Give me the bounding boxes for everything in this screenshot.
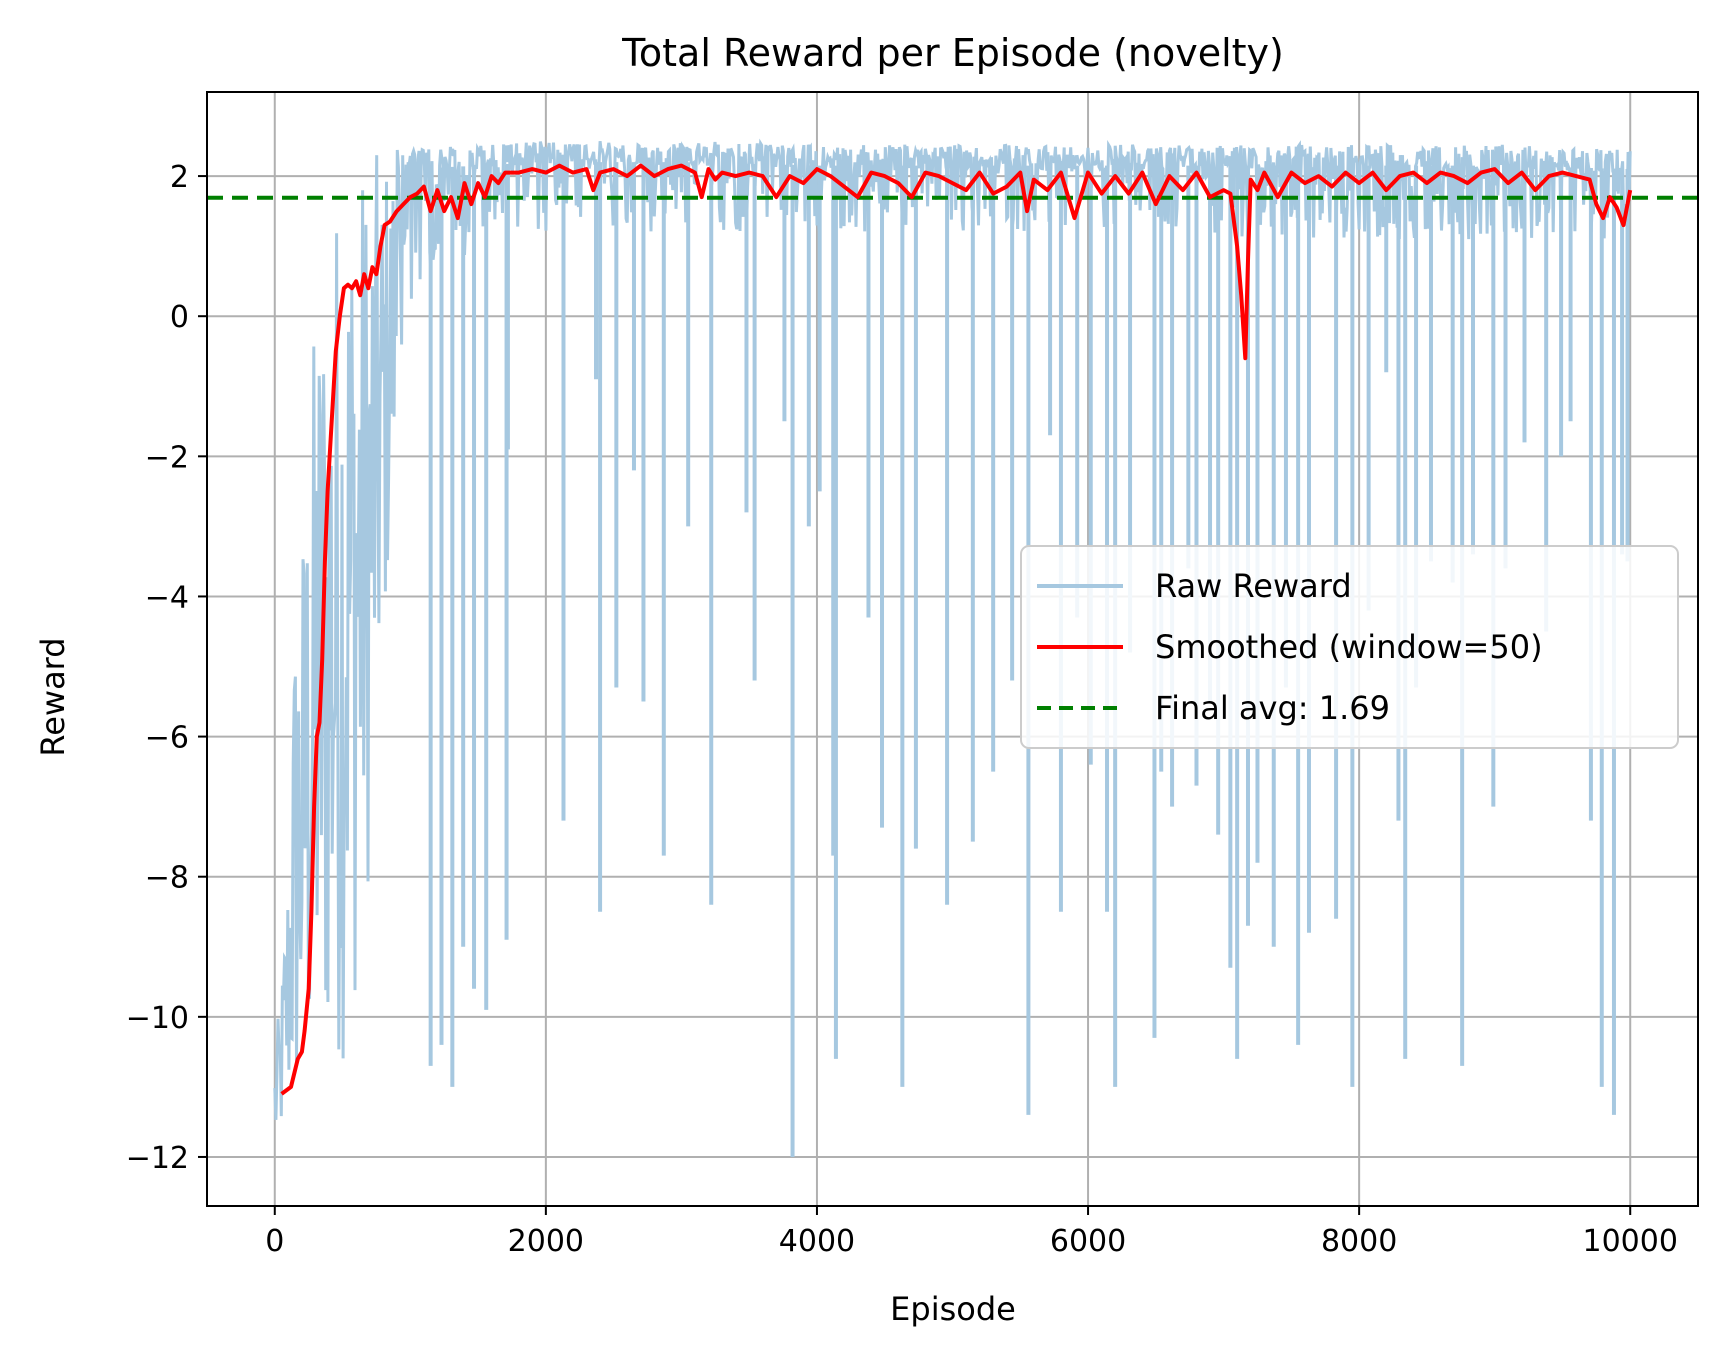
legend-label-smoothed: Smoothed (window=50) xyxy=(1155,628,1543,666)
chart-title: Total Reward per Episode (novelty) xyxy=(621,31,1284,75)
y-tick-label: 2 xyxy=(170,160,189,195)
x-tick-label: 8000 xyxy=(1321,1224,1397,1259)
legend: Raw Reward Smoothed (window=50) Final av… xyxy=(1020,545,1679,749)
smoothed-line xyxy=(280,163,1633,1096)
y-tick-label: −8 xyxy=(145,861,189,896)
legend-label-raw: Raw Reward xyxy=(1155,567,1352,605)
x-tick-label: 6000 xyxy=(1050,1224,1126,1259)
y-tick-label: −10 xyxy=(126,1001,189,1036)
axes-frame xyxy=(206,91,1699,1207)
x-tick-label: 4000 xyxy=(779,1224,855,1259)
y-tick-label: −12 xyxy=(126,1141,189,1176)
x-tick-label: 2000 xyxy=(508,1224,584,1259)
y-tick-label: 0 xyxy=(170,300,189,335)
legend-box xyxy=(1020,545,1679,749)
legend-label-final-avg: Final avg: 1.69 xyxy=(1155,689,1390,727)
y-tick-label: −4 xyxy=(145,580,189,615)
x-axis-title: Episode xyxy=(890,1290,1016,1328)
y-tick-label: −2 xyxy=(145,440,189,475)
y-tick-label: −6 xyxy=(145,721,189,756)
y-axis-title: Reward xyxy=(34,637,72,756)
x-tick-label: 0 xyxy=(265,1224,284,1259)
x-tick-label: 10000 xyxy=(1583,1224,1678,1259)
